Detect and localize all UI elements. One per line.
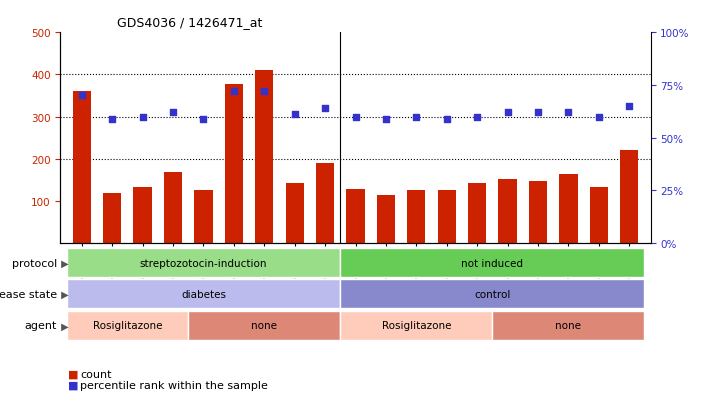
- Bar: [103, 193, 122, 244]
- Point: [350, 114, 361, 121]
- Bar: [255, 71, 273, 244]
- Point: [319, 106, 331, 112]
- Point: [76, 93, 87, 100]
- Bar: [560, 174, 577, 244]
- Text: protocol: protocol: [11, 258, 57, 268]
- Text: not induced: not induced: [461, 258, 523, 268]
- Bar: [468, 184, 486, 244]
- Point: [502, 110, 513, 116]
- Bar: [498, 179, 517, 244]
- Point: [441, 116, 452, 123]
- Text: control: control: [474, 289, 510, 299]
- Bar: [67, 311, 188, 340]
- Text: disease state: disease state: [0, 289, 57, 299]
- Point: [259, 89, 270, 95]
- Point: [471, 114, 483, 121]
- Point: [137, 114, 149, 121]
- Text: none: none: [251, 320, 277, 331]
- Text: ▶: ▶: [58, 289, 68, 299]
- Bar: [164, 173, 182, 244]
- Bar: [67, 280, 341, 309]
- Point: [593, 114, 604, 121]
- Bar: [188, 311, 341, 340]
- Point: [411, 114, 422, 121]
- Text: Rosiglitazone: Rosiglitazone: [382, 320, 451, 331]
- Bar: [134, 188, 151, 244]
- Bar: [529, 181, 547, 244]
- Text: ▶: ▶: [58, 258, 68, 268]
- Text: none: none: [555, 320, 582, 331]
- Bar: [407, 190, 425, 244]
- Bar: [377, 195, 395, 244]
- Text: count: count: [80, 369, 112, 379]
- Bar: [341, 280, 644, 309]
- Text: ■: ■: [68, 369, 78, 379]
- Point: [289, 112, 300, 119]
- Bar: [341, 311, 493, 340]
- Bar: [286, 183, 304, 244]
- Point: [107, 116, 118, 123]
- Bar: [346, 190, 365, 244]
- Bar: [620, 151, 638, 244]
- Point: [228, 89, 240, 95]
- Point: [380, 116, 392, 123]
- Text: Rosiglitazone: Rosiglitazone: [92, 320, 162, 331]
- Point: [533, 110, 544, 116]
- Point: [562, 110, 574, 116]
- Bar: [589, 188, 608, 244]
- Text: percentile rank within the sample: percentile rank within the sample: [80, 380, 268, 390]
- Bar: [341, 248, 644, 278]
- Point: [198, 116, 209, 123]
- Text: ▶: ▶: [58, 320, 68, 331]
- Text: GDS4036 / 1426471_at: GDS4036 / 1426471_at: [117, 16, 262, 29]
- Bar: [493, 311, 644, 340]
- Text: diabetes: diabetes: [181, 289, 226, 299]
- Bar: [67, 248, 341, 278]
- Bar: [73, 92, 91, 244]
- Text: streptozotocin-induction: streptozotocin-induction: [139, 258, 267, 268]
- Bar: [225, 84, 243, 244]
- Bar: [194, 191, 213, 244]
- Point: [624, 103, 635, 110]
- Point: [167, 110, 178, 116]
- Bar: [438, 191, 456, 244]
- Text: ■: ■: [68, 380, 78, 390]
- Text: agent: agent: [24, 320, 57, 331]
- Bar: [316, 164, 334, 244]
